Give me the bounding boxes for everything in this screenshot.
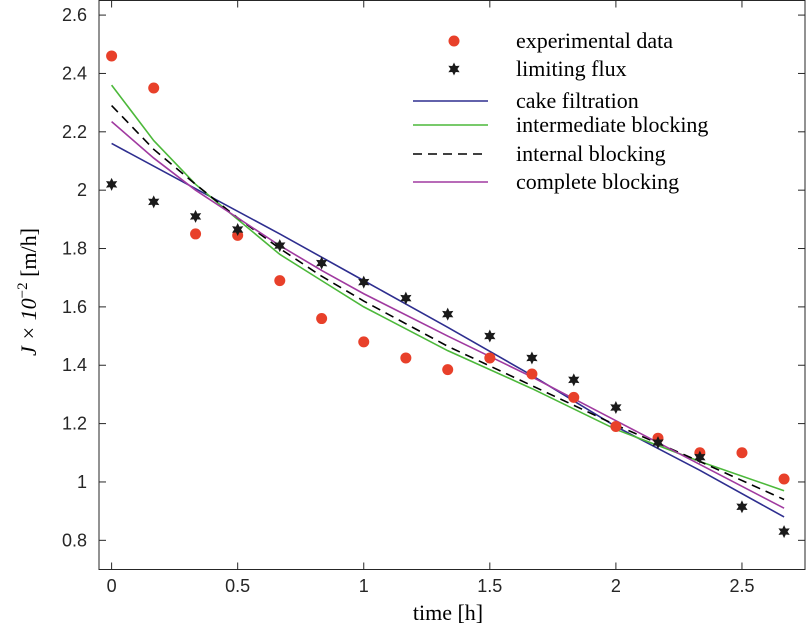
point-limiting-flux (526, 351, 538, 365)
point-experimental-data (190, 228, 202, 240)
x-axis: 0 0.5 1 1.5 2 2.5 (107, 0, 754, 596)
point-experimental-data (442, 364, 454, 376)
y-tick-label: 1.2 (62, 414, 87, 434)
y-axis-title-superscript: −2 (15, 282, 31, 298)
x-tick-label: 0 (107, 576, 117, 596)
point-limiting-flux (778, 525, 790, 539)
point-experimental-data (568, 391, 580, 403)
x-tick-label: 1 (359, 576, 369, 596)
x-tick-label: 2.5 (729, 576, 754, 596)
point-experimental-data (316, 313, 328, 325)
point-limiting-flux (274, 239, 286, 253)
point-limiting-flux (736, 500, 748, 514)
point-limiting-flux (400, 291, 412, 305)
legend-label-internal-blocking: internal blocking (516, 141, 666, 166)
point-limiting-flux (316, 256, 328, 270)
series-line-intermediate-blocking (110, 84, 785, 492)
y-tick-label: 0.8 (62, 530, 87, 550)
y-tick-label: 2.2 (62, 122, 87, 142)
point-limiting-flux (484, 329, 496, 343)
point-experimental-data (106, 50, 118, 62)
point-experimental-data (358, 336, 370, 348)
x-tick-label: 0.5 (225, 576, 250, 596)
y-axis-title-suffix: [m/h] (16, 228, 41, 282)
x-tick-label: 2 (611, 576, 621, 596)
y-tick-label: 1.8 (62, 239, 87, 259)
series-line-cake-filtration (111, 142, 785, 518)
point-limiting-flux (568, 373, 580, 387)
point-experimental-data (148, 82, 160, 94)
y-tick-label: 1.6 (62, 297, 87, 317)
point-experimental-data (274, 275, 286, 287)
series-line-complete-blocking (111, 120, 785, 509)
legend-label-experimental-data: experimental data (516, 28, 673, 53)
legend-swatch-limiting-flux (448, 62, 460, 76)
point-limiting-flux (105, 177, 118, 191)
point-experimental-data (736, 447, 748, 459)
point-limiting-flux (148, 195, 160, 209)
point-experimental-data (778, 473, 790, 485)
legend-label-intermediate-blocking: intermediate blocking (516, 112, 708, 137)
legend: experimental data limiting flux cake filtr… (413, 28, 708, 194)
y-axis: 0.8 1 1.2 1.4 1.6 1.8 2 2.2 2.4 2.6 (62, 5, 805, 550)
point-limiting-flux (358, 275, 370, 289)
y-axis-title: J × 10−2 [m/h] (15, 228, 41, 356)
point-limiting-flux (610, 401, 622, 415)
point-limiting-flux (652, 436, 664, 450)
legend-label-cake-filtration: cake filtration (516, 88, 639, 113)
point-experimental-data (400, 352, 412, 364)
point-experimental-data (526, 368, 538, 380)
x-axis-title: time [h] (413, 600, 483, 625)
x-tick-label: 1.5 (477, 576, 502, 596)
y-tick-label: 2.4 (62, 63, 87, 83)
y-tick-label: 1 (77, 472, 87, 492)
series-layer (105, 50, 790, 539)
legend-label-complete-blocking: complete blocking (516, 169, 679, 194)
legend-label-limiting-flux: limiting flux (516, 56, 627, 81)
point-limiting-flux (694, 450, 706, 464)
y-tick-label: 1.4 (62, 355, 87, 375)
y-tick-label: 2 (77, 180, 87, 200)
series-line-internal-blocking (111, 104, 785, 501)
y-axis-title-prefix: J × 10 (16, 298, 41, 356)
plot-area (98, 0, 806, 570)
point-limiting-flux (189, 209, 202, 223)
legend-swatch-experimental-data (448, 35, 460, 47)
point-limiting-flux (232, 223, 244, 237)
point-limiting-flux (442, 307, 454, 321)
y-tick-label: 2.6 (62, 5, 87, 25)
point-experimental-data (484, 352, 496, 364)
point-experimental-data (610, 421, 622, 433)
